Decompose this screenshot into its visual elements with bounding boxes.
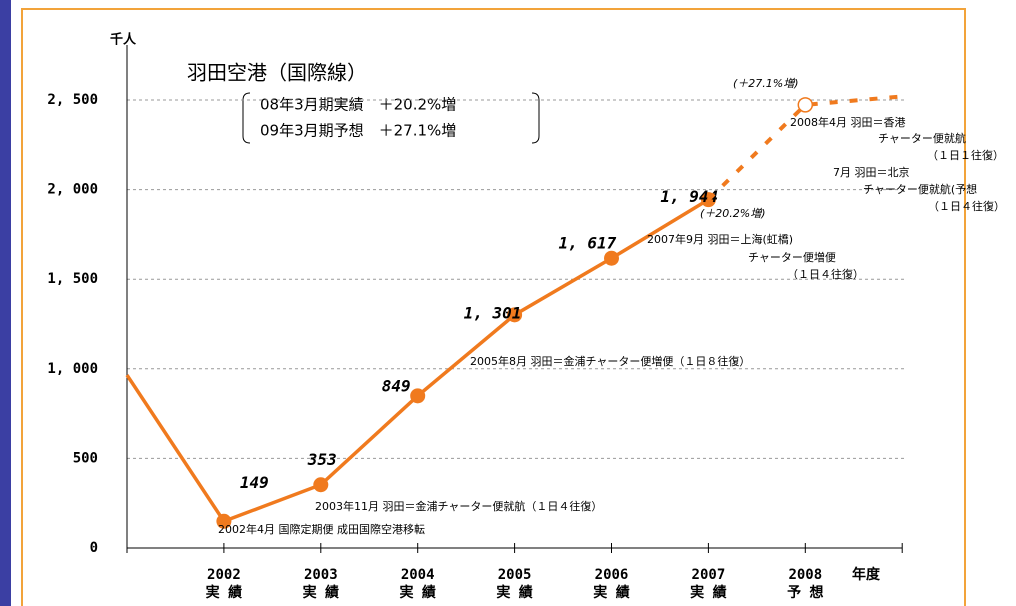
chart-title: 羽田空港（国際線） [187, 61, 367, 85]
forecast-point [797, 97, 814, 113]
y-tick-label: 0 [90, 540, 98, 556]
series-line [707, 94, 903, 202]
x-axis-label: 年度 [852, 566, 881, 583]
y-tick-label: 500 [73, 450, 98, 466]
x-tick-label: 2006 [595, 567, 629, 583]
annotation: 2007年9月 羽田＝上海(虹橋) [647, 232, 793, 246]
side-bar [0, 0, 11, 606]
frame [21, 8, 966, 606]
annotation: 2008年4月 羽田＝香港 [790, 115, 906, 129]
data-label: 1, 617 [559, 234, 617, 253]
data-label: 1, 944 [660, 187, 718, 206]
x-tick-label: 2008 [788, 567, 822, 583]
x-tick-label: 2005 [498, 567, 532, 583]
x-tick-label: 2004 [401, 567, 435, 583]
annotation: 2003年11月 羽田＝金浦チャーター便就航（１日４往復） [315, 499, 602, 513]
x-tick-sublabel: 予 想 [787, 584, 823, 601]
data-label: 1, 301 [464, 303, 522, 322]
y-tick-label: 2, 000 [47, 182, 98, 198]
summary-line: 08年3月期実績 ＋20.2%増 [260, 96, 456, 114]
summary-line: 09年3月期予想 ＋27.1%増 [260, 122, 456, 140]
x-tick-label: 2003 [304, 567, 338, 583]
annotation: チャーター便就航(予想 [863, 182, 977, 196]
data-point [604, 250, 619, 266]
data-point [313, 477, 329, 493]
annotation: （１日４往復） [787, 267, 864, 281]
x-tick-sublabel: 実 績 [496, 584, 532, 601]
x-tick-label: 2002 [207, 567, 241, 583]
x-tick-label: 2007 [692, 567, 726, 583]
annotation: 7月 羽田＝北京 [833, 165, 910, 179]
x-tick-sublabel: 実 績 [303, 584, 339, 601]
data-point [507, 307, 523, 323]
y-tick-label: 1, 000 [47, 361, 98, 377]
annotation: チャーター便就航 [878, 131, 966, 145]
annotation: （１日４往復） [928, 199, 1005, 213]
annotation: 2005年8月 羽田＝金浦チャーター便増便（１日８往復） [470, 354, 750, 368]
y-tick-label: 2, 500 [47, 92, 98, 108]
growth-label: (＋27.1%増) [733, 77, 799, 90]
annotation: （１日１往復） [927, 148, 1004, 162]
x-tick-sublabel: 実 績 [690, 584, 726, 601]
data-label: 149 [240, 473, 269, 492]
annotation: 2002年4月 国際定期便 成田国際空港移転 [218, 522, 425, 536]
annotation: チャーター便増便 [748, 251, 836, 264]
data-label: 353 [307, 450, 337, 469]
x-tick-sublabel: 実 績 [593, 584, 629, 601]
data-label: 849 [382, 376, 411, 395]
y-tick-label: 1, 500 [47, 271, 98, 287]
bracket [242, 92, 540, 144]
x-tick-sublabel: 実 績 [206, 584, 242, 601]
x-tick-sublabel: 実 績 [399, 584, 435, 601]
data-point [216, 513, 232, 529]
growth-label: (＋20.2%増) [700, 207, 766, 220]
data-point [410, 388, 426, 404]
y-axis-label: 千人 [110, 32, 137, 48]
